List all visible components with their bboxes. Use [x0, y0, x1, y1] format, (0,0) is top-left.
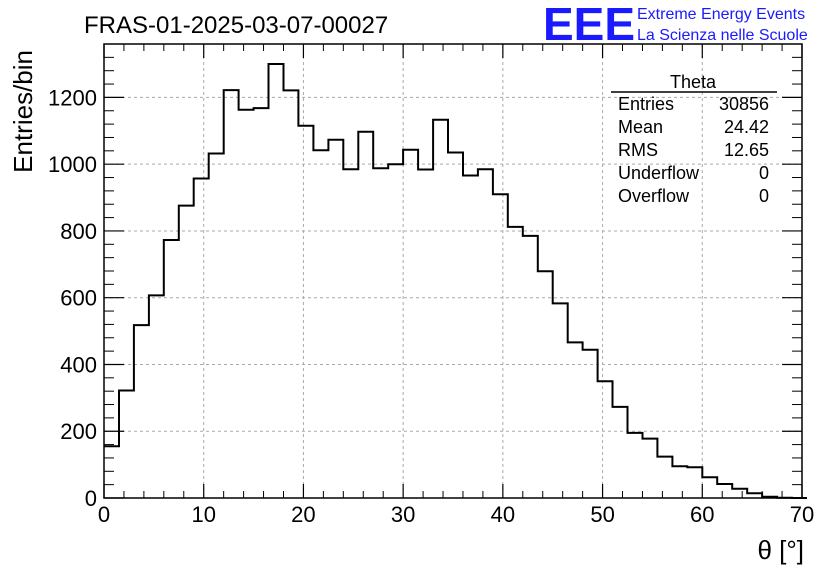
y-tick-label: 400 [60, 352, 97, 377]
x-tick-label: 60 [690, 502, 714, 527]
stats-row-label: Overflow [618, 186, 690, 206]
y-tick-label: 800 [60, 219, 97, 244]
y-tick-label: 200 [60, 419, 97, 444]
stats-title: Theta [670, 72, 717, 92]
stats-row-label: RMS [618, 140, 658, 160]
x-tick-label: 70 [790, 502, 814, 527]
x-tick-labels: 0 10 20 30 40 50 60 70 [98, 502, 814, 527]
x-tick-label: 30 [391, 502, 415, 527]
eee-logo: EEE Extreme Energy Events La Scienza nel… [543, 0, 808, 50]
x-tick-label: 10 [191, 502, 215, 527]
stats-row-label: Mean [618, 117, 663, 137]
histogram-line [104, 63, 807, 499]
logo-mark: EEE [543, 0, 635, 50]
stats-rows: Entries 30856 Mean 24.42 RMS 12.65 Underflow 0 O… [618, 94, 769, 206]
axis-ticks [103, 43, 803, 499]
grid [104, 44, 802, 498]
y-tick-label: 1200 [48, 85, 97, 110]
chart-title: FRAS-01-2025-03-07-00027 [84, 12, 388, 39]
x-tick-label: 40 [491, 502, 515, 527]
x-tick-label: 20 [291, 502, 315, 527]
y-axis-title: Entries/bin [8, 50, 38, 173]
logo-line-1: Extreme Energy Events [637, 6, 805, 23]
stats-row-value: 24.42 [724, 117, 769, 137]
y-tick-label: 600 [60, 286, 97, 311]
stats-row-value: 30856 [719, 94, 769, 114]
x-tick-label: 0 [98, 502, 110, 527]
y-tick-labels: 0 200 400 600 800 1000 1200 [48, 85, 97, 511]
stats-row-label: Underflow [618, 163, 700, 183]
logo-line-2: La Scienza nelle Scuole [637, 27, 808, 44]
y-tick-label: 0 [85, 486, 97, 511]
stats-row-value: 12.65 [724, 140, 769, 160]
stats-row-value: 0 [759, 163, 769, 183]
stats-row-value: 0 [759, 186, 769, 206]
y-tick-label: 1000 [48, 152, 97, 177]
plot-frame [103, 43, 803, 499]
x-tick-label: 50 [590, 502, 614, 527]
x-axis-title: θ [°] [757, 535, 804, 565]
stats-row-label: Entries [618, 94, 674, 114]
stats-box: Theta Entries 30856 Mean 24.42 RMS 12.65 Under… [611, 72, 777, 206]
